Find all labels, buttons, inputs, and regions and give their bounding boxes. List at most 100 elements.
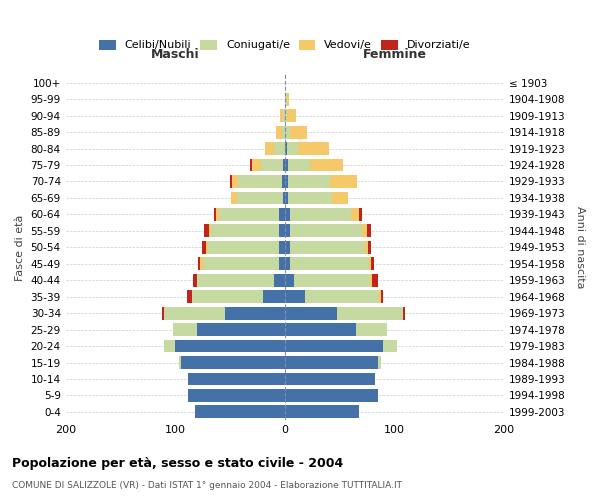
- Bar: [202, 241, 206, 254]
- Bar: [287, 93, 289, 106]
- Bar: [175, 340, 285, 352]
- Bar: [276, 126, 281, 138]
- Bar: [362, 224, 367, 237]
- Bar: [208, 241, 280, 254]
- Bar: [287, 142, 298, 155]
- Bar: [367, 224, 371, 237]
- Bar: [280, 258, 285, 270]
- Bar: [369, 258, 371, 270]
- Bar: [285, 175, 288, 188]
- Bar: [230, 175, 232, 188]
- Bar: [298, 142, 329, 155]
- Bar: [288, 175, 330, 188]
- Bar: [365, 241, 368, 254]
- Bar: [285, 406, 359, 418]
- Bar: [179, 356, 181, 369]
- Bar: [285, 372, 374, 386]
- Bar: [285, 274, 293, 286]
- Y-axis label: Anni di nascita: Anni di nascita: [575, 206, 585, 288]
- Bar: [231, 192, 236, 204]
- Bar: [310, 158, 343, 172]
- Bar: [290, 126, 307, 138]
- Bar: [250, 158, 252, 172]
- Bar: [290, 224, 362, 237]
- Bar: [198, 258, 200, 270]
- Y-axis label: Fasce di età: Fasce di età: [15, 214, 25, 280]
- Bar: [281, 126, 285, 138]
- Text: Femmine: Femmine: [362, 48, 427, 62]
- Bar: [203, 258, 280, 270]
- Bar: [285, 126, 290, 138]
- Bar: [285, 258, 290, 270]
- Bar: [293, 274, 370, 286]
- Bar: [187, 290, 191, 303]
- Bar: [181, 356, 285, 369]
- Bar: [359, 208, 362, 221]
- Bar: [285, 389, 378, 402]
- Bar: [197, 274, 274, 286]
- Bar: [285, 290, 305, 303]
- Bar: [216, 208, 219, 221]
- Bar: [252, 158, 261, 172]
- Bar: [280, 224, 285, 237]
- Bar: [285, 323, 356, 336]
- Bar: [263, 290, 285, 303]
- Bar: [162, 306, 164, 320]
- Bar: [285, 241, 290, 254]
- Bar: [193, 274, 197, 286]
- Bar: [164, 340, 175, 352]
- Bar: [288, 158, 310, 172]
- Bar: [283, 158, 285, 172]
- Bar: [368, 241, 371, 254]
- Bar: [188, 389, 285, 402]
- Bar: [274, 142, 285, 155]
- Bar: [261, 158, 283, 172]
- Bar: [283, 192, 285, 204]
- Bar: [200, 258, 203, 270]
- Bar: [287, 109, 296, 122]
- Bar: [188, 372, 285, 386]
- Text: COMUNE DI SALIZZOLE (VR) - Dati ISTAT 1° gennaio 2004 - Elaborazione TUTTITALIA.: COMUNE DI SALIZZOLE (VR) - Dati ISTAT 1°…: [12, 481, 402, 490]
- Bar: [283, 109, 285, 122]
- Bar: [370, 274, 373, 286]
- Bar: [379, 290, 381, 303]
- Bar: [209, 224, 211, 237]
- Bar: [378, 356, 381, 369]
- Bar: [285, 142, 287, 155]
- Bar: [305, 290, 379, 303]
- Bar: [236, 192, 283, 204]
- Bar: [206, 241, 208, 254]
- Bar: [337, 306, 403, 320]
- Text: Popolazione per età, sesso e stato civile - 2004: Popolazione per età, sesso e stato civil…: [12, 458, 343, 470]
- Bar: [373, 274, 378, 286]
- Legend: Celibi/Nubili, Coniugati/e, Vedovi/e, Divorziati/e: Celibi/Nubili, Coniugati/e, Vedovi/e, Di…: [95, 35, 475, 55]
- Bar: [285, 158, 288, 172]
- Bar: [330, 175, 357, 188]
- Bar: [164, 306, 224, 320]
- Bar: [280, 109, 283, 122]
- Bar: [288, 192, 332, 204]
- Bar: [211, 224, 280, 237]
- Bar: [285, 93, 287, 106]
- Bar: [381, 290, 383, 303]
- Bar: [285, 224, 290, 237]
- Bar: [274, 274, 285, 286]
- Bar: [290, 208, 350, 221]
- Bar: [285, 340, 383, 352]
- Bar: [332, 192, 349, 204]
- Bar: [285, 356, 378, 369]
- Bar: [265, 142, 274, 155]
- Bar: [191, 290, 263, 303]
- Bar: [281, 175, 285, 188]
- Text: Maschi: Maschi: [151, 48, 200, 62]
- Bar: [219, 208, 280, 221]
- Bar: [280, 208, 285, 221]
- Bar: [285, 109, 287, 122]
- Bar: [285, 208, 290, 221]
- Bar: [285, 306, 337, 320]
- Bar: [403, 306, 406, 320]
- Bar: [356, 323, 387, 336]
- Bar: [371, 258, 374, 270]
- Bar: [285, 192, 288, 204]
- Bar: [195, 406, 285, 418]
